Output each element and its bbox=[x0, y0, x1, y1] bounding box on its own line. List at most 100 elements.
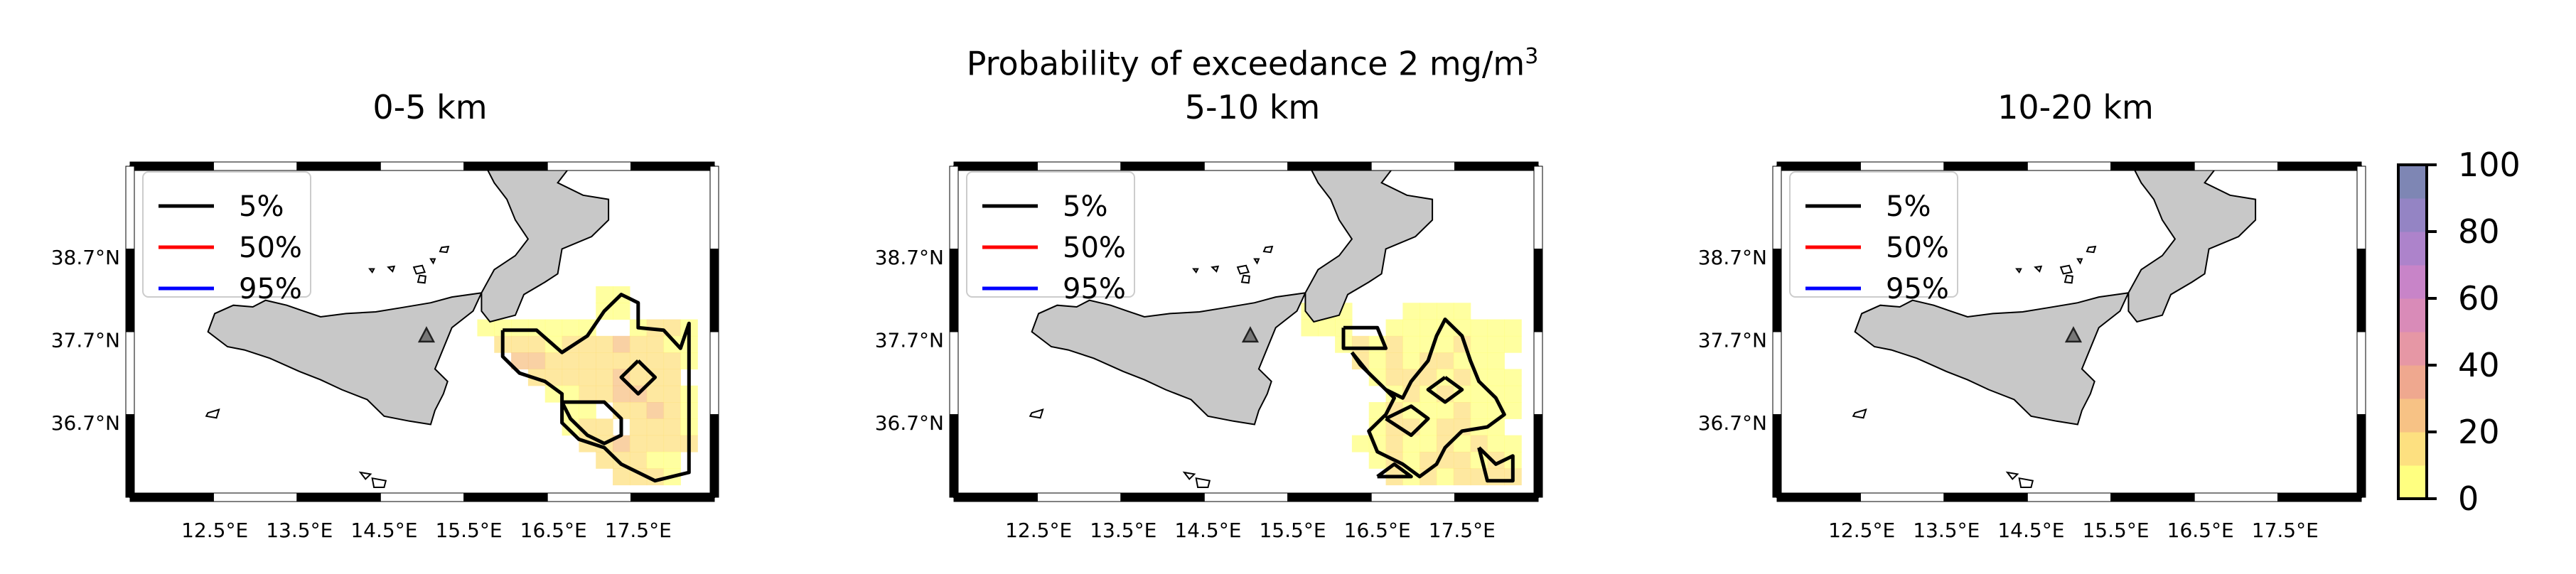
island bbox=[1236, 264, 1250, 275]
heatmap-cell bbox=[613, 352, 630, 370]
heatmap-cell bbox=[596, 418, 613, 436]
map-panel-3-plot: 5% 50% 95% bbox=[1777, 166, 2361, 497]
x-tick-label: 13.5°E bbox=[1090, 519, 1156, 542]
legend-label: 50% bbox=[239, 232, 302, 264]
frame-segment-bottom bbox=[1370, 492, 1456, 502]
heatmap-cell bbox=[613, 468, 630, 486]
frame-segment-right bbox=[709, 166, 719, 249]
frame-segment-left bbox=[125, 249, 135, 332]
frame-segment-top bbox=[2110, 161, 2195, 171]
heatmap-cell bbox=[1420, 385, 1437, 403]
heatmap-cell bbox=[1318, 319, 1336, 337]
y-tick-label: 36.7°N bbox=[1698, 411, 1767, 435]
heatmap-cell bbox=[663, 319, 681, 337]
frame-segment-bottom bbox=[547, 492, 632, 502]
contour-5-percent bbox=[560, 400, 623, 445]
contour-5-percent bbox=[1385, 404, 1430, 438]
frame-segment-bottom bbox=[2194, 492, 2279, 502]
y-tick-label: 37.7°N bbox=[875, 329, 944, 352]
heatmap-cell bbox=[1487, 352, 1505, 370]
frame-segment-top bbox=[953, 161, 1038, 171]
contour-5-percent bbox=[619, 359, 658, 396]
x-tick-label: 12.5°E bbox=[1828, 519, 1895, 542]
frame-segment-top bbox=[1859, 161, 1945, 171]
island bbox=[358, 471, 372, 480]
legend-label: 5% bbox=[1063, 190, 1107, 223]
heatmap-cell bbox=[1504, 369, 1522, 386]
heatmap-cell bbox=[1453, 435, 1471, 453]
x-tick-label: 14.5°E bbox=[1997, 519, 2064, 542]
frame-segment-top bbox=[463, 161, 548, 171]
island bbox=[2059, 264, 2073, 275]
frame-segment-bottom bbox=[2277, 492, 2362, 502]
heatmap-cell bbox=[596, 385, 613, 403]
heatmap-cell bbox=[629, 451, 648, 469]
map-panel-2-plot: 5% 50% 95% bbox=[954, 166, 1538, 497]
heatmap-cell bbox=[1487, 335, 1505, 353]
colorbar-bin bbox=[2398, 165, 2427, 199]
legend-label: 50% bbox=[1886, 232, 1949, 264]
island bbox=[2005, 471, 2019, 480]
suptitle-text: Probability of exceedance 2 mg/m bbox=[966, 44, 1525, 83]
frame-segment-bottom bbox=[2110, 492, 2195, 502]
heatmap-cell bbox=[1420, 369, 1437, 386]
heatmap-cell bbox=[646, 352, 665, 370]
heatmap-cell bbox=[1504, 335, 1522, 353]
heatmap-cell bbox=[646, 335, 665, 353]
suptitle-superscript: 3 bbox=[1525, 44, 1539, 69]
heatmap-cell bbox=[1385, 369, 1403, 386]
volcano-marker bbox=[417, 326, 436, 343]
colorbar-bin bbox=[2398, 298, 2427, 332]
frame-segment-top bbox=[1287, 161, 1372, 171]
heatmap-cell bbox=[544, 369, 563, 386]
frame-segment-top bbox=[1370, 161, 1456, 171]
heatmap-cell bbox=[1385, 319, 1403, 337]
land-calabria bbox=[2127, 166, 2257, 323]
frame-segment-top bbox=[630, 161, 715, 171]
x-tick-label: 16.5°E bbox=[2167, 519, 2234, 542]
colorbar-tick-label: 20 bbox=[2458, 413, 2500, 451]
heatmap-cell bbox=[596, 369, 613, 386]
frame-segment-bottom bbox=[463, 492, 548, 502]
frame-segment-top bbox=[1776, 161, 1861, 171]
frame-segment-top bbox=[129, 161, 214, 171]
heatmap-cell bbox=[1504, 402, 1522, 419]
frame-segment-right bbox=[709, 249, 719, 332]
x-tick-label: 17.5°E bbox=[1429, 519, 1496, 542]
heatmap-cell bbox=[663, 451, 681, 469]
island bbox=[1211, 265, 1220, 273]
frame-segment-bottom bbox=[1036, 492, 1122, 502]
contour-5-percent bbox=[500, 293, 691, 483]
heatmap-cell bbox=[1437, 435, 1454, 453]
colorbar-bin bbox=[2398, 365, 2427, 399]
frame-segment-top bbox=[1454, 161, 1539, 171]
heatmap-cell bbox=[1470, 385, 1488, 403]
frame-segment-left bbox=[949, 331, 959, 415]
frame-segment-top bbox=[1120, 161, 1205, 171]
contour-5-percent bbox=[1376, 462, 1413, 479]
x-tick-label: 13.5°E bbox=[1913, 519, 1980, 542]
x-tick-label: 14.5°E bbox=[1174, 519, 1241, 542]
heatmap-cell bbox=[1453, 369, 1471, 386]
legend-box bbox=[1789, 171, 1958, 298]
island bbox=[205, 408, 220, 419]
frame-segment-bottom bbox=[953, 492, 1038, 502]
heatmap-cell bbox=[562, 319, 579, 337]
island bbox=[2086, 245, 2097, 254]
frame-segment-bottom bbox=[213, 492, 298, 502]
frame-segment-top bbox=[296, 161, 381, 171]
heatmap-cell bbox=[1453, 468, 1471, 486]
heatmap-cell bbox=[1351, 435, 1370, 453]
island bbox=[1192, 268, 1199, 274]
heatmap-cell bbox=[646, 435, 665, 453]
x-tick-label: 17.5°E bbox=[2252, 519, 2319, 542]
y-tick-label: 37.7°N bbox=[51, 329, 120, 352]
heatmap-cell bbox=[1368, 451, 1387, 469]
frame-segment-right bbox=[2356, 331, 2366, 415]
heatmap-cell bbox=[1487, 451, 1505, 469]
heatmap-cell bbox=[1368, 369, 1387, 386]
heatmap-cell bbox=[1453, 451, 1471, 469]
legend-box bbox=[142, 171, 311, 298]
heatmap-cell bbox=[1420, 435, 1437, 453]
map-panel-3: 5% 50% 95% 12.5°E 13.5°E 14.5°E 15.5°E 16.5°E 17… bbox=[1698, 161, 2366, 542]
